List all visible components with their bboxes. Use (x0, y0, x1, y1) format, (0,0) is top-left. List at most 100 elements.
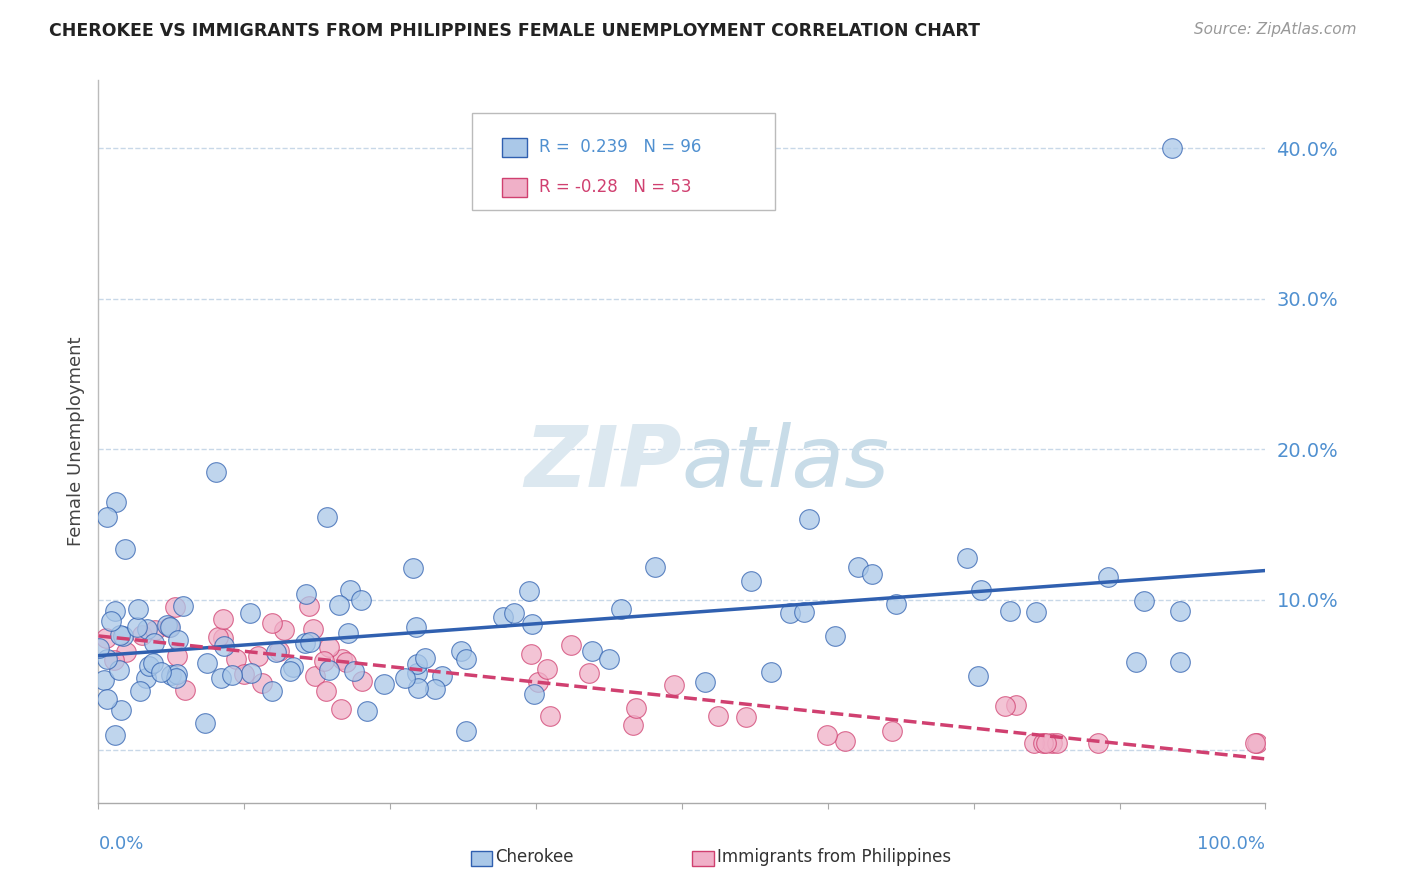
Point (107, 663, 129, 677)
Point (352, 673, 374, 688)
Text: R =  0.239   N = 96: R = 0.239 N = 96 (538, 138, 702, 156)
Point (454, 724, 477, 739)
Point (1035, 735, 1057, 749)
Point (172, 599, 194, 614)
Point (315, 683, 337, 698)
Point (406, 681, 429, 695)
Point (96, 652, 118, 666)
Point (114, 541, 136, 556)
Point (1168, 656, 1191, 670)
Point (269, 643, 291, 657)
Point (104, 604, 127, 618)
Point (103, 653, 125, 667)
Point (1125, 655, 1147, 669)
Point (356, 704, 378, 718)
Point (135, 623, 157, 637)
Point (834, 734, 856, 748)
Point (207, 630, 229, 644)
Point (1097, 570, 1119, 584)
Text: atlas: atlas (682, 422, 890, 505)
Point (89, 640, 111, 655)
Point (138, 659, 160, 673)
FancyBboxPatch shape (471, 852, 492, 866)
Text: CHEROKEE VS IMMIGRANTS FROM PHILIPPINES FEMALE UNEMPLOYMENT CORRELATION CHART: CHEROKEE VS IMMIGRANTS FROM PHILIPPINES … (49, 22, 980, 40)
Point (759, 665, 782, 679)
Point (330, 702, 353, 716)
Point (159, 620, 181, 634)
Text: Cherokee: Cherokee (495, 848, 574, 866)
Point (211, 612, 233, 626)
Point (707, 708, 730, 723)
Point (281, 660, 304, 674)
Point (93, 673, 115, 688)
Point (125, 620, 148, 634)
Point (413, 651, 436, 665)
Point (104, 494, 127, 508)
Point (779, 606, 801, 620)
Point (1032, 735, 1054, 749)
Point (560, 638, 582, 652)
Point (212, 639, 235, 653)
Point (96, 692, 118, 706)
Point (621, 718, 644, 732)
Point (247, 649, 270, 664)
Point (520, 617, 543, 632)
Point (209, 671, 232, 685)
Point (1046, 735, 1069, 749)
Point (298, 635, 321, 649)
Point (110, 703, 132, 717)
Point (970, 582, 993, 597)
Text: ZIP: ZIP (524, 422, 682, 505)
Point (143, 623, 166, 637)
Point (260, 684, 283, 698)
Point (998, 604, 1021, 618)
Point (225, 651, 247, 665)
Point (693, 675, 716, 690)
Point (456, 651, 478, 665)
Point (127, 601, 149, 615)
Point (343, 664, 366, 678)
Point (373, 677, 395, 691)
Point (492, 610, 515, 624)
Point (425, 681, 447, 696)
Point (1022, 735, 1045, 749)
Point (304, 669, 326, 683)
Point (336, 626, 359, 640)
Text: 100.0%: 100.0% (1198, 835, 1265, 854)
Point (240, 665, 263, 680)
Point (1244, 735, 1267, 749)
Text: 0.0%: 0.0% (98, 835, 143, 854)
FancyBboxPatch shape (692, 852, 714, 866)
Point (862, 566, 884, 581)
Point (581, 644, 603, 658)
Point (149, 665, 172, 679)
Point (1087, 735, 1109, 749)
Point (156, 618, 179, 632)
Point (740, 574, 762, 588)
Point (112, 629, 135, 643)
Point (884, 597, 907, 611)
Point (166, 633, 188, 648)
Point (882, 723, 904, 738)
Point (536, 662, 558, 676)
Point (194, 715, 217, 730)
Point (846, 560, 869, 574)
Point (314, 654, 336, 668)
Point (406, 665, 429, 680)
Point (131, 628, 153, 642)
Point (402, 561, 425, 575)
Text: R = -0.28   N = 53: R = -0.28 N = 53 (538, 178, 692, 196)
Point (273, 623, 295, 637)
Point (159, 620, 181, 634)
Point (793, 605, 815, 619)
Point (100, 614, 122, 628)
Point (195, 657, 218, 671)
Point (538, 709, 561, 723)
Point (143, 636, 166, 650)
Point (211, 631, 233, 645)
Point (350, 593, 373, 607)
Point (96, 631, 118, 645)
Point (394, 671, 416, 685)
Point (330, 651, 353, 665)
Point (520, 648, 543, 662)
